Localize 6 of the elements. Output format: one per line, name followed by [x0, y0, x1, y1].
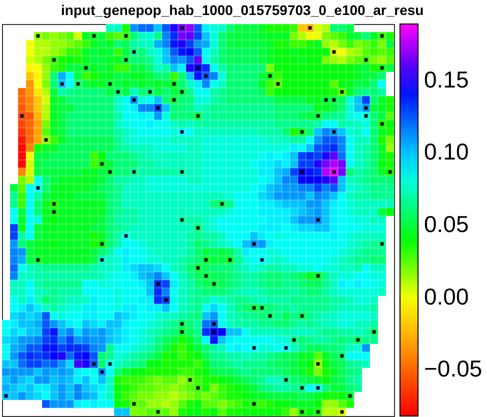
color-bar-label: −0.05	[424, 356, 482, 382]
color-bar-label: 0.15	[424, 66, 469, 92]
color-bar-label: 0.00	[424, 283, 469, 310]
color-bar-label: 0.05	[424, 211, 469, 238]
color-bar-label: 0.10	[424, 138, 469, 165]
chart-title: input_genepop_hab_1000_015759703_0_e100_ar_resu	[61, 2, 424, 18]
